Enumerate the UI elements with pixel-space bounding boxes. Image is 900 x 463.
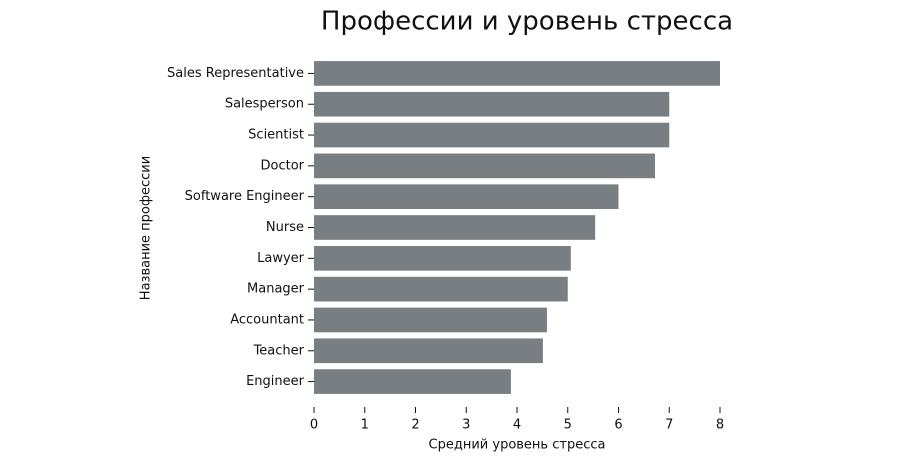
y-tick-label: Engineer: [246, 374, 305, 389]
y-tick-label: Salesperson: [225, 97, 304, 112]
x-tick-label: 5: [564, 418, 572, 433]
y-tick-label: Sales Representative: [167, 66, 304, 81]
bar: [314, 61, 720, 86]
y-tick-label: Nurse: [266, 220, 304, 235]
bar: [314, 338, 543, 364]
y-tick-label: Lawyer: [257, 251, 305, 266]
x-tick-label: 2: [411, 418, 419, 433]
bar: [314, 307, 547, 333]
y-tick-label: Accountant: [230, 312, 304, 327]
y-tick-label: Software Engineer: [185, 189, 305, 204]
bar: [314, 245, 571, 271]
bar: [314, 369, 511, 394]
x-tick-label: 0: [310, 418, 318, 433]
bar: [314, 153, 656, 179]
x-tick-label: 4: [513, 418, 521, 433]
bar: [314, 184, 619, 210]
x-tick-label: 6: [614, 418, 622, 433]
x-tick-label: 7: [665, 418, 673, 433]
y-tick-label: Scientist: [248, 128, 304, 143]
x-tick-label: 3: [462, 418, 470, 433]
bar: [314, 122, 670, 148]
y-axis-label: Название профессии: [139, 156, 154, 300]
y-tick-label: Doctor: [260, 158, 304, 173]
x-axis-label: Средний уровень стресса: [429, 438, 606, 453]
bar: [314, 215, 596, 240]
x-tick-label: 8: [716, 418, 724, 433]
chart-title: Профессии и уровень стресса: [321, 7, 733, 37]
x-tick-label: 1: [361, 418, 369, 433]
y-tick-label: Teacher: [253, 343, 305, 358]
bar: [314, 276, 568, 302]
bar: [314, 91, 670, 117]
y-tick-label: Manager: [247, 282, 305, 297]
